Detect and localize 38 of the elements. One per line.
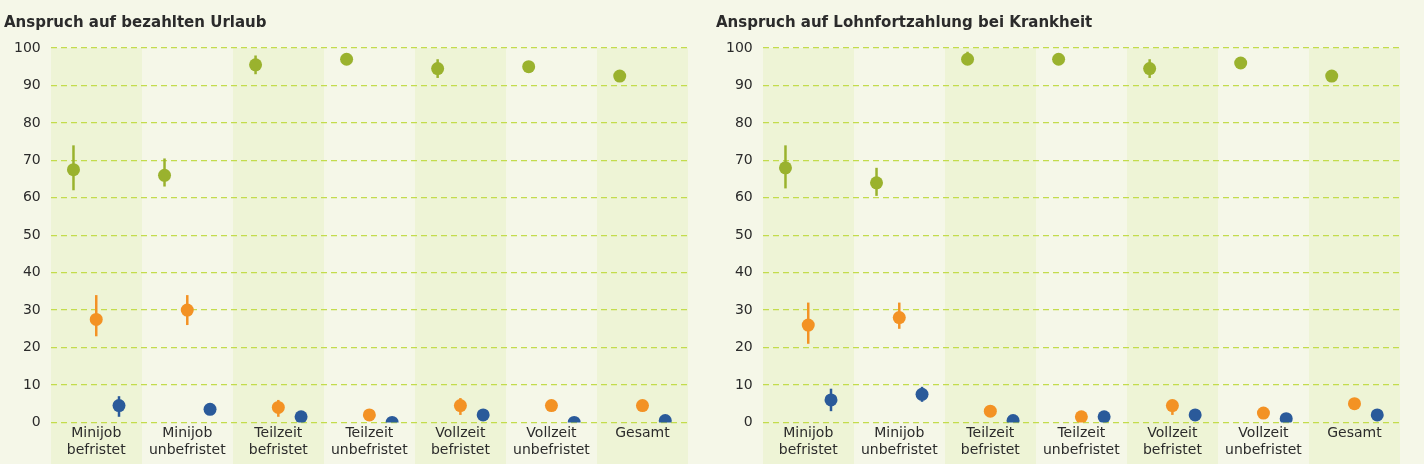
chart-title: Anspruch auf bezahlten Urlaub (4, 12, 267, 31)
x-tick-label: Vollzeit befristet (430, 424, 491, 458)
y-tick-label: 20 (734, 338, 753, 355)
x-tick-label: Teilzeit befristet (248, 424, 309, 458)
y-tick-label: 90 (22, 76, 41, 93)
y-tick-label: 100 (725, 38, 753, 55)
y-tick-label: 60 (734, 188, 753, 205)
y-tick-label: 90 (734, 76, 753, 93)
chart-title: Anspruch auf Lohnfortzahlung bei Krankheit (716, 12, 1093, 31)
y-tick-label: 50 (22, 225, 41, 242)
y-tick-label: 0 (743, 413, 753, 430)
x-tick-label: Minijob unbefristet (860, 424, 939, 458)
x-tick-label: Vollzeit unbefristet (513, 424, 591, 458)
y-tick-label: 80 (22, 113, 41, 130)
y-tick-label: 100 (13, 38, 41, 55)
y-tick-label: 80 (734, 113, 753, 130)
x-tick-label: Gesamt (615, 424, 671, 441)
x-tick-label: Vollzeit befristet (1142, 424, 1203, 458)
x-tick-label: Gesamt (1327, 424, 1383, 441)
y-tick-label: 20 (22, 338, 41, 355)
x-tick-label: Teilzeit unbefristet (331, 424, 409, 458)
y-tick-label: 0 (31, 413, 41, 430)
x-tick-label: Teilzeit unbefristet (1043, 424, 1121, 458)
y-tick-label: 30 (22, 300, 41, 317)
x-tick-label: Teilzeit befristet (960, 424, 1021, 458)
y-tick-label: 10 (734, 375, 753, 392)
y-tick-label: 70 (734, 150, 753, 167)
y-tick-label: 50 (734, 225, 753, 242)
y-tick-label: 40 (22, 263, 41, 280)
y-tick-label: 30 (734, 300, 753, 317)
y-tick-label: 10 (22, 375, 41, 392)
y-tick-label: 70 (22, 150, 41, 167)
x-tick-label: Minijob befristet (66, 424, 127, 458)
x-tick-label: Minijob unbefristet (148, 424, 227, 458)
x-tick-label: Minijob befristet (778, 424, 839, 458)
y-tick-label: 40 (734, 263, 753, 280)
x-tick-label: Vollzeit unbefristet (1225, 424, 1303, 458)
y-tick-label: 60 (22, 188, 41, 205)
